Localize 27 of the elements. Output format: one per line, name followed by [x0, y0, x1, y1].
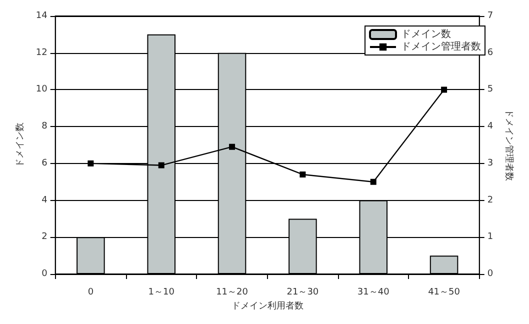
x-tick-label: 1～10 — [148, 288, 175, 298]
y-axis-title: ドメイン数 — [14, 122, 26, 168]
y-tick-label: 10 — [36, 84, 48, 95]
x-tick-label: 41～50 — [428, 288, 460, 298]
y-tick-label: 6 — [42, 158, 48, 168]
x-tick-label: 31～40 — [357, 288, 390, 298]
y-tick-label: 8 — [42, 122, 48, 132]
y2-axis-title: ドメイン管理者数 — [504, 109, 514, 181]
x-tick-label: 21～30 — [286, 288, 319, 298]
y2-tick-label: 2 — [487, 195, 494, 206]
y-tick-label: 0 — [42, 269, 48, 279]
y2-tick-label: 7 — [487, 11, 494, 21]
y-tick-label: 12 — [36, 48, 48, 58]
y2-tick-label: 4 — [487, 122, 494, 132]
y-tick-label: 14 — [36, 11, 48, 21]
x-tick-label: 11～20 — [216, 288, 248, 298]
legend-label: ドメイン管理者数 — [401, 40, 481, 52]
y-tick-label: 2 — [42, 232, 48, 242]
y-tick-label: 4 — [42, 195, 48, 206]
y2-tick-label: 1 — [487, 232, 494, 242]
legend-label: ドメイン数 — [401, 29, 451, 40]
y2-tick-label: 0 — [487, 269, 494, 279]
y2-tick-label: 3 — [487, 158, 494, 168]
x-axis-title: ドメイン利用者数 — [231, 300, 304, 312]
x-tick-label: 0 — [88, 288, 94, 298]
y2-tick-label: 6 — [487, 48, 494, 58]
y2-tick-label: 5 — [487, 84, 494, 95]
